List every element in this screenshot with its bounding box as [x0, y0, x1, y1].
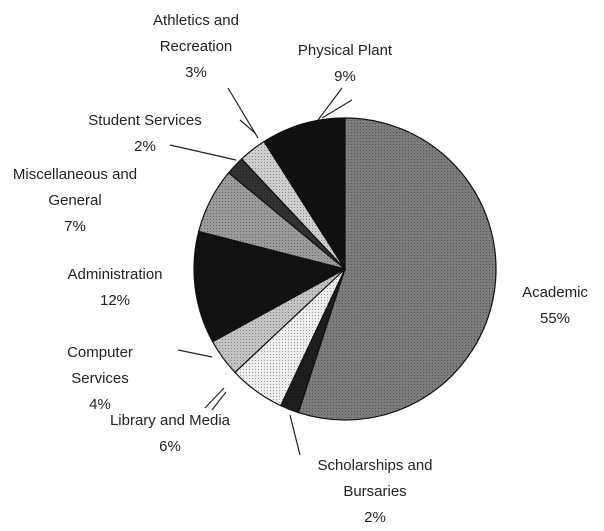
slice-texture: [234, 269, 345, 406]
percent-label: 9%: [334, 68, 356, 85]
slice-label: Miscellaneous and General 7%: [0, 162, 150, 240]
leader-line: [289, 414, 301, 456]
slice-label: Library and Media 6%: [85, 408, 255, 460]
percent-label: 7%: [64, 218, 86, 235]
leader-line: [169, 144, 237, 161]
category-name: Computer Services: [67, 344, 133, 387]
slice-texture: [298, 118, 496, 420]
slice-texture: [264, 118, 345, 269]
leader-lines: [169, 87, 353, 456]
leader-line: [177, 349, 213, 358]
slice-label: Academic 55%: [500, 280, 604, 332]
percent-label: 12%: [99, 292, 131, 309]
slice-texture: [194, 231, 345, 342]
leader-line: [317, 87, 343, 121]
slice-label: Computer Services 4%: [40, 340, 160, 418]
category-name: Scholarships and Bursaries: [317, 457, 433, 500]
slice-label: Scholarships and Bursaries 2%: [290, 453, 460, 531]
category-name: Miscellaneous and General: [12, 166, 138, 209]
category-name: Physical Plant: [297, 42, 393, 59]
percent-label: 2%: [364, 509, 386, 526]
percent-label: 2%: [134, 138, 156, 155]
category-name: Library and Media: [109, 412, 231, 429]
leader-line: [227, 87, 259, 139]
slice-texture: [212, 269, 345, 373]
leader-line: [211, 391, 227, 411]
leader-line: [239, 119, 256, 134]
category-name: Academic: [522, 284, 588, 301]
slice-label: Physical Plant 9%: [280, 38, 410, 90]
category-name: Administration: [67, 266, 163, 283]
category-name: Athletics and Recreation: [153, 12, 239, 55]
category-name: Student Services: [88, 112, 202, 129]
leader-line: [204, 387, 225, 409]
percent-label: 6%: [159, 438, 181, 455]
slice-texture: [241, 141, 345, 269]
slice-texture: [198, 172, 345, 269]
slice-texture: [280, 269, 345, 413]
leader-line: [321, 99, 353, 119]
slice-texture: [228, 158, 345, 269]
percent-label: 55%: [539, 310, 571, 327]
slice-label: Athletics and Recreation 3%: [126, 8, 266, 86]
slice-label: Student Services 2%: [60, 108, 230, 160]
slice-label: Administration 12%: [40, 262, 190, 314]
percent-label: 3%: [185, 64, 207, 81]
percent-label: 4%: [89, 396, 111, 413]
